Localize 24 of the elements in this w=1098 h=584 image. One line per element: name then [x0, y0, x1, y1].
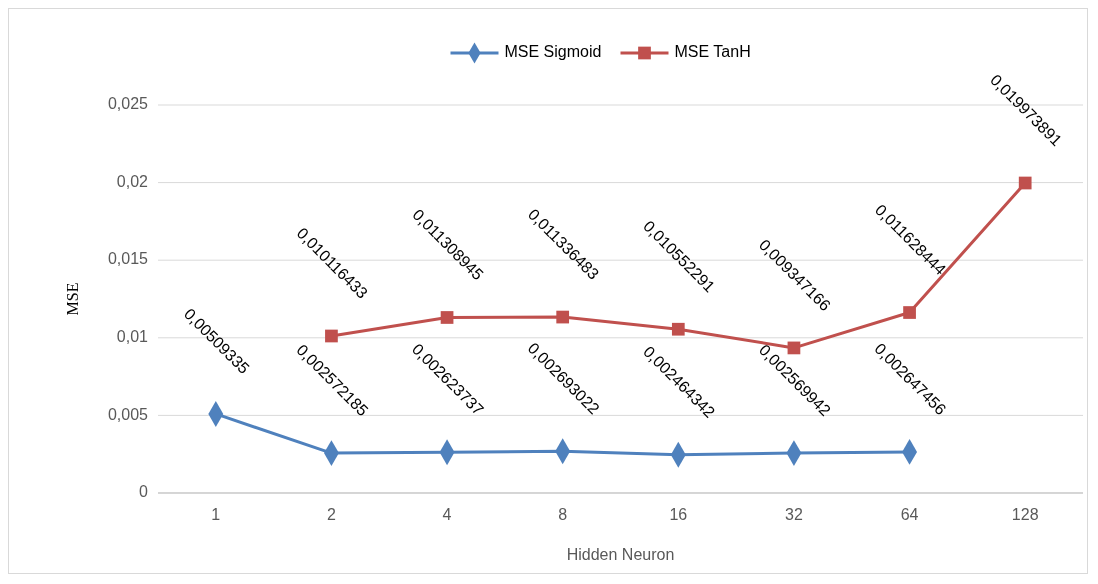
point — [556, 310, 570, 324]
y-axis-title: MSE — [64, 282, 81, 316]
x-tick-label: 128 — [1011, 506, 1039, 523]
y-tick-label: 0,025 — [107, 95, 149, 113]
legend-label: MSE TanH — [674, 43, 751, 61]
point — [1018, 176, 1032, 190]
x-tick-label: 1 — [211, 506, 221, 523]
y-tick-label: 0,01 — [116, 328, 149, 346]
point — [440, 311, 454, 324]
legend-label: MSE Sigmoid — [504, 43, 602, 61]
x-tick-label: 4 — [442, 506, 452, 523]
point — [903, 306, 916, 319]
x-tick-label: 2 — [326, 506, 336, 523]
y-tick-label: 0 — [139, 483, 149, 501]
x-axis-title: Hidden Neuron — [566, 546, 675, 563]
x-tick-label: 8 — [558, 506, 568, 523]
y-tick-label: 0,015 — [107, 250, 149, 268]
y-tick-label: 0,005 — [107, 405, 149, 423]
x-tick-label: 64 — [900, 506, 919, 523]
y-tick-label: 0,02 — [116, 172, 149, 190]
point — [671, 322, 685, 336]
x-tick-label: 16 — [669, 506, 688, 523]
point — [325, 329, 338, 343]
x-tick-label: 32 — [785, 506, 803, 523]
